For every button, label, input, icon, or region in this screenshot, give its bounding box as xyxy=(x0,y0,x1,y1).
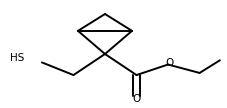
Text: O: O xyxy=(132,94,140,104)
Text: HS: HS xyxy=(10,53,24,63)
Text: O: O xyxy=(164,58,173,68)
